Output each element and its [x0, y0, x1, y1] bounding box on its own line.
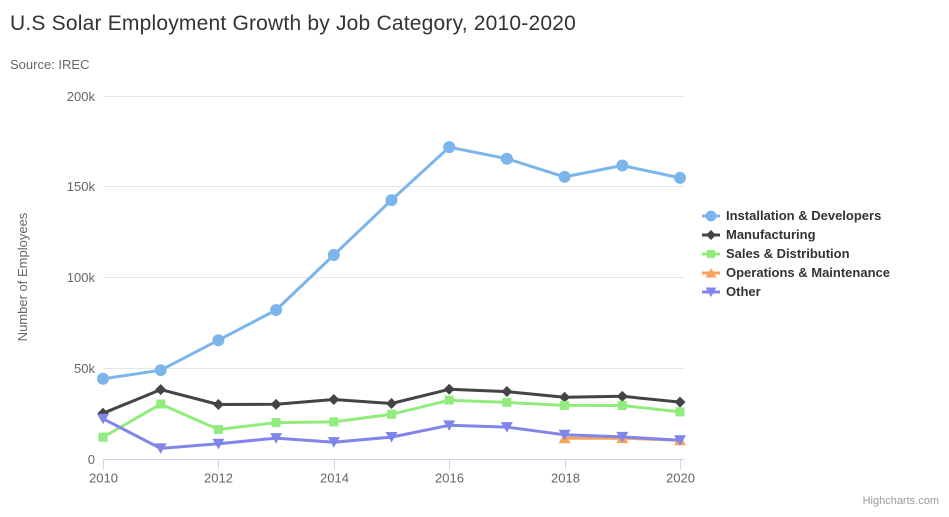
x-axis-label: 2010 [89, 471, 118, 486]
data-point[interactable] [444, 395, 454, 405]
legend-label: Operations & Maintenance [726, 265, 890, 280]
data-point[interactable] [443, 383, 455, 395]
data-point[interactable] [502, 397, 512, 407]
data-point[interactable] [270, 398, 282, 410]
legend-label: Manufacturing [726, 227, 816, 242]
x-axis-label: 2014 [320, 471, 349, 486]
y-axis-label: 0 [88, 452, 95, 467]
legend-item-installation-developers[interactable]: Installation & Developers [702, 206, 890, 225]
legend-item-manufacturing[interactable]: Manufacturing [702, 225, 890, 244]
data-point[interactable] [327, 437, 340, 448]
data-point[interactable] [154, 443, 167, 454]
data-point[interactable] [327, 248, 340, 261]
data-point[interactable] [559, 391, 571, 403]
triangle-legend-marker-icon [702, 267, 720, 277]
data-point[interactable] [329, 417, 339, 427]
data-point[interactable] [616, 390, 628, 402]
y-axis-title: Number of Employees [15, 212, 30, 341]
data-point[interactable] [616, 159, 629, 172]
data-point[interactable] [387, 409, 396, 419]
data-point[interactable] [156, 399, 166, 409]
data-point[interactable] [500, 422, 513, 433]
data-point[interactable] [212, 399, 224, 411]
data-point[interactable] [213, 424, 223, 434]
data-point[interactable] [270, 433, 283, 444]
data-point[interactable] [97, 413, 109, 425]
x-axis-label: 2016 [435, 471, 464, 486]
data-point[interactable] [558, 170, 571, 183]
y-axis-label: 100k [67, 270, 96, 285]
triangle-down-legend-marker-icon [702, 287, 720, 297]
legend-item-other[interactable]: Other [702, 282, 890, 301]
data-point[interactable] [270, 303, 283, 316]
y-axis-label: 50k [74, 361, 95, 376]
legend-label: Other [726, 284, 761, 299]
square-legend-marker-icon [702, 249, 720, 258]
data-point[interactable] [155, 384, 167, 396]
legend-item-sales-distribution[interactable]: Sales & Distribution [702, 244, 890, 263]
data-point[interactable] [560, 400, 570, 410]
data-point[interactable] [154, 364, 167, 377]
series-installation-developers[interactable] [97, 141, 686, 385]
data-point[interactable] [98, 432, 108, 442]
data-point[interactable] [271, 418, 281, 428]
diamond-legend-marker-icon [702, 229, 720, 240]
highcharts-credit-link[interactable]: Highcharts.com [862, 495, 939, 507]
data-point[interactable] [443, 420, 456, 431]
series-line [101, 145, 682, 381]
legend-item-operations-maintenance[interactable]: Operations & Maintenance [702, 263, 890, 282]
x-axis-label: 2012 [204, 471, 233, 486]
data-point[interactable] [212, 438, 225, 450]
y-axis-label: 150k [67, 179, 96, 194]
legend: Installation & Developers Manufacturing Sa… [702, 206, 890, 301]
series-other[interactable] [97, 413, 686, 454]
chart-title: U.S Solar Employment Growth by Job Categ… [10, 12, 577, 35]
data-point[interactable] [385, 194, 398, 207]
y-axis-label: 200k [67, 89, 96, 104]
data-point[interactable] [617, 400, 627, 410]
legend-label: Sales & Distribution [726, 246, 850, 261]
data-point[interactable] [558, 429, 571, 441]
series-sales-distribution[interactable] [98, 395, 685, 442]
data-point[interactable] [386, 398, 397, 410]
data-point[interactable] [674, 396, 686, 408]
data-point[interactable] [674, 171, 686, 184]
data-point[interactable] [616, 431, 629, 443]
x-axis-label: 2018 [551, 471, 580, 486]
data-point[interactable] [212, 334, 225, 347]
data-point[interactable] [501, 386, 513, 398]
series-manufacturing[interactable] [97, 383, 686, 419]
data-point[interactable] [674, 435, 686, 446]
data-point[interactable] [443, 141, 456, 154]
chart-subtitle: Source: IREC [10, 57, 90, 72]
data-point[interactable] [675, 407, 685, 417]
circle-legend-marker-icon [702, 210, 720, 221]
data-point[interactable] [385, 432, 398, 443]
legend-label: Installation & Developers [726, 208, 882, 223]
data-point[interactable] [97, 372, 109, 385]
x-axis-label: 2020 [666, 471, 695, 486]
data-point[interactable] [500, 152, 513, 165]
data-point[interactable] [328, 394, 340, 406]
